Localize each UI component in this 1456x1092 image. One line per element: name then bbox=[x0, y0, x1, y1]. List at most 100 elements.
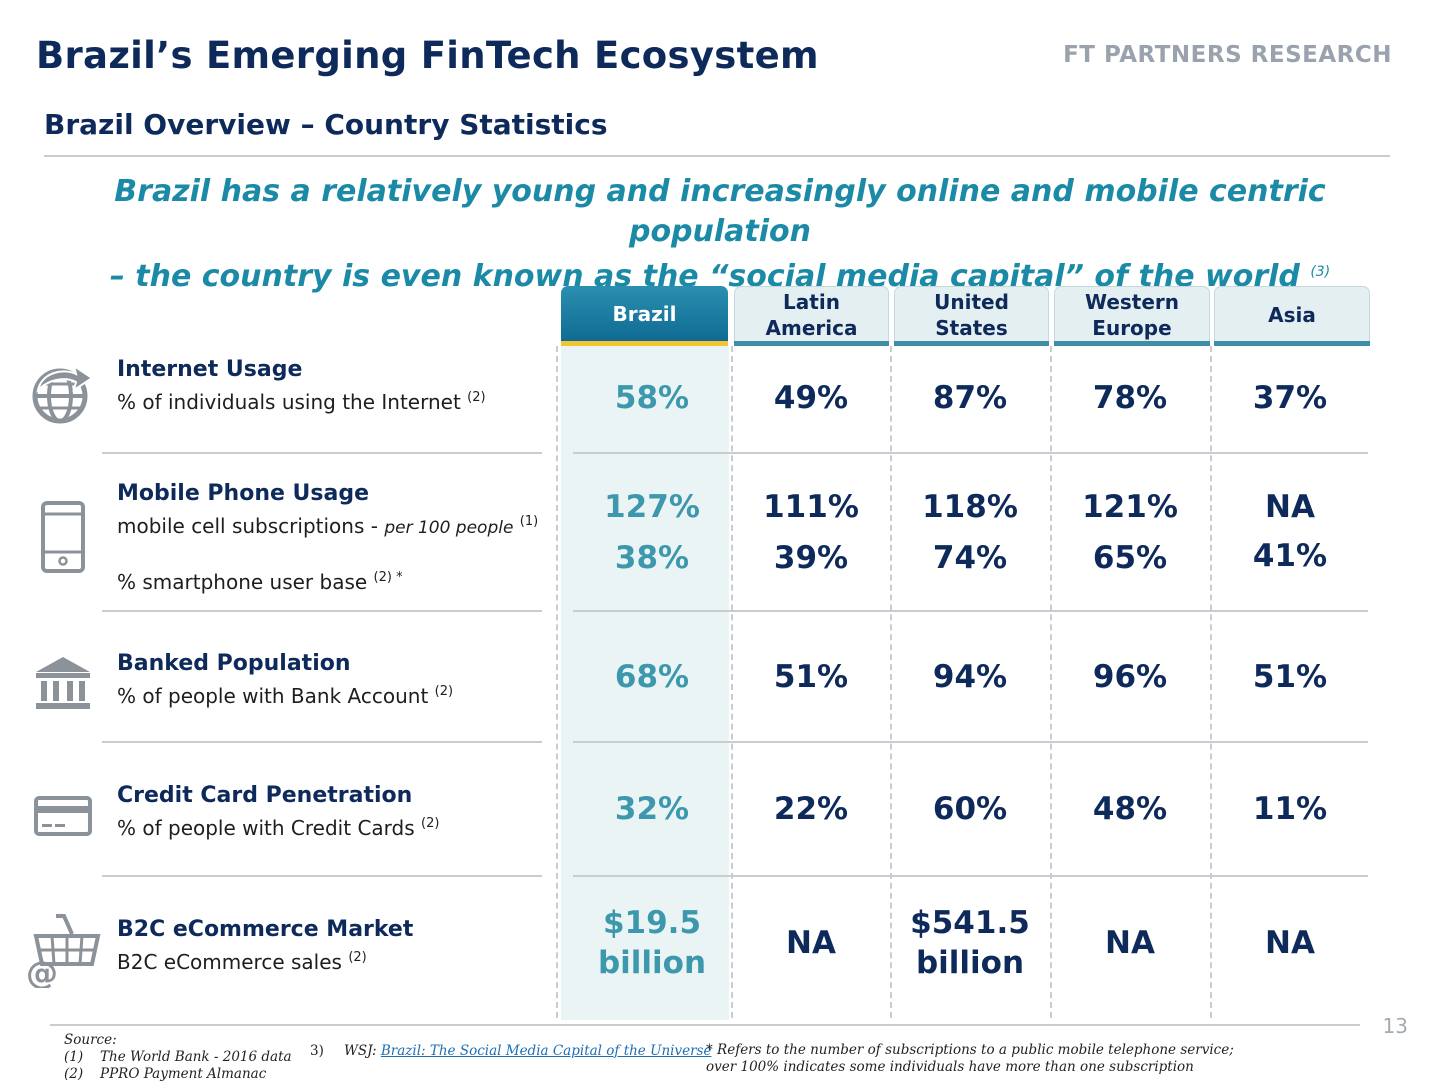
column-header-western-europe-line2: Europe bbox=[1092, 315, 1172, 340]
column-separator bbox=[556, 346, 558, 1018]
cell-ecommerce-western-europe: NA bbox=[1105, 925, 1155, 961]
source-1-text: The World Bank - 2016 data bbox=[100, 1049, 292, 1065]
cell-credit-latin-america: 22% bbox=[773, 791, 849, 827]
row-desc-mobile-subscriptions: mobile cell subscriptions - per 100 peop… bbox=[117, 508, 538, 542]
row-divider bbox=[573, 610, 1368, 612]
cell-credit-brazil: 32% bbox=[614, 791, 690, 827]
row-desc-credit: % of people with Credit Cards (2) bbox=[117, 810, 439, 842]
headline-line-1: Brazil has a relatively young and increa… bbox=[114, 174, 1326, 249]
column-header-latin-america: Latin America bbox=[734, 286, 889, 342]
cell-banked-brazil: 68% bbox=[614, 659, 690, 695]
source-3-link[interactable]: Brazil: The Social Media Capital of the … bbox=[380, 1043, 712, 1059]
footer-divider bbox=[50, 1024, 1360, 1026]
cell-ecommerce-brazil: $19.5 billion bbox=[568, 903, 736, 983]
credit-card-icon bbox=[34, 796, 92, 836]
row-ref-ecommerce: (2) bbox=[348, 950, 367, 965]
column-header-western-europe: Western Europe bbox=[1054, 286, 1210, 342]
cell-internet-latin-america: 49% bbox=[773, 380, 849, 416]
bank-building-icon bbox=[36, 657, 90, 709]
cell-internet-western-europe: 78% bbox=[1092, 380, 1168, 416]
row-title-ecommerce: B2C eCommerce Market bbox=[117, 917, 414, 942]
cell-mobile-subs-western-europe: 121% bbox=[1082, 489, 1178, 525]
column-header-brazil-label: Brazil bbox=[612, 302, 677, 326]
cell-banked-western-europe: 96% bbox=[1092, 659, 1168, 695]
column-separator bbox=[890, 346, 892, 1018]
column-header-united-states-line2: States bbox=[935, 315, 1008, 340]
row-label-mobile: Mobile Phone Usage mobile cell subscript… bbox=[117, 480, 538, 596]
row-desc-mobile-smartphone: % smartphone user base (2) * bbox=[117, 564, 538, 596]
column-underline-united-states bbox=[894, 341, 1049, 346]
source-3: 3) WSJ: Brazil: The Social Media Capital … bbox=[310, 1043, 711, 1060]
row-title-credit: Credit Card Penetration bbox=[117, 783, 413, 808]
row-desc-ecommerce-text: B2C eCommerce sales bbox=[117, 950, 342, 974]
source-1-num: (1) bbox=[64, 1049, 84, 1065]
header-divider bbox=[44, 155, 1390, 157]
cell-ecommerce-united-states-amount: $541.5 bbox=[910, 905, 1030, 941]
cell-mobile-subs-latin-america: 111% bbox=[763, 489, 859, 525]
row-desc-mobile-per-100: per 100 people bbox=[384, 518, 514, 538]
footer-sources: Source: (1) The World Bank - 2016 data (2… bbox=[64, 1032, 292, 1083]
column-header-united-states-line1: United bbox=[934, 289, 1009, 314]
column-separator bbox=[1050, 346, 1052, 1018]
row-desc-banked-text: % of people with Bank Account bbox=[117, 684, 429, 708]
column-separator bbox=[1210, 346, 1212, 1018]
cell-ecommerce-united-states: $541.5 billion bbox=[890, 903, 1050, 983]
footnote-line-1: * Refers to the number of subscriptions … bbox=[706, 1042, 1234, 1058]
mobile-phone-icon bbox=[41, 501, 85, 573]
cell-mobile-subs-asia: NA bbox=[1265, 489, 1315, 525]
row-label-credit: Credit Card Penetration % of people with… bbox=[117, 782, 439, 842]
row-title-internet: Internet Usage bbox=[117, 357, 303, 382]
cell-mobile-smartphone-latin-america: 39% bbox=[773, 540, 849, 576]
cell-ecommerce-asia: NA bbox=[1265, 925, 1315, 961]
column-header-latin-america-line2: America bbox=[765, 315, 858, 340]
column-underline-latin-america bbox=[734, 341, 889, 346]
headline: Brazil has a relatively young and increa… bbox=[40, 172, 1400, 297]
row-desc-ecommerce: B2C eCommerce sales (2) bbox=[117, 944, 413, 976]
row-desc-internet: % of individuals using the Internet (2) bbox=[117, 384, 486, 416]
column-header-asia: Asia bbox=[1214, 286, 1370, 342]
source-label: Source: bbox=[64, 1032, 117, 1048]
cell-ecommerce-latin-america: NA bbox=[786, 925, 836, 961]
row-divider bbox=[102, 452, 542, 454]
row-ref-mobile-1: (1) bbox=[519, 514, 539, 529]
source-2: (2) PPRO Payment Almanac bbox=[64, 1066, 292, 1083]
cell-credit-western-europe: 48% bbox=[1092, 791, 1168, 827]
brazil-column-highlight bbox=[561, 346, 729, 1020]
column-header-united-states: United States bbox=[894, 286, 1049, 342]
headline-ref: (3) bbox=[1310, 264, 1331, 280]
column-header-western-europe-line1: Western bbox=[1084, 289, 1180, 314]
brand-label: FT PARTNERS RESEARCH bbox=[1063, 42, 1392, 68]
row-title-banked: Banked Population bbox=[117, 651, 351, 676]
row-divider bbox=[102, 610, 542, 612]
source-3-num: 3) bbox=[310, 1043, 324, 1059]
row-ref-banked: (2) bbox=[434, 684, 454, 699]
cell-banked-united-states: 94% bbox=[932, 659, 1008, 695]
cell-ecommerce-united-states-unit: billion bbox=[915, 945, 1025, 981]
cell-mobile-smartphone-brazil: 38% bbox=[614, 540, 690, 576]
cell-mobile-smartphone-united-states: 74% bbox=[932, 540, 1008, 576]
cell-credit-asia: 11% bbox=[1252, 791, 1328, 827]
row-divider bbox=[102, 741, 542, 743]
cell-internet-asia: 37% bbox=[1252, 380, 1328, 416]
section-subtitle: Brazil Overview – Country Statistics bbox=[44, 108, 608, 141]
cell-banked-latin-america: 51% bbox=[773, 659, 849, 695]
column-underline-brazil bbox=[561, 341, 728, 346]
footnote-asterisk: * Refers to the number of subscriptions … bbox=[706, 1042, 1234, 1076]
source-2-text: PPRO Payment Almanac bbox=[100, 1066, 267, 1082]
cell-internet-brazil: 58% bbox=[614, 380, 690, 416]
cell-banked-asia: 51% bbox=[1252, 659, 1328, 695]
shopping-basket-at-icon: @ bbox=[26, 914, 101, 988]
row-divider bbox=[573, 452, 1368, 454]
svg-text:@: @ bbox=[26, 954, 58, 988]
footnote-line-2: over 100% indicates some individuals hav… bbox=[706, 1059, 1194, 1075]
row-ref-internet: (2) bbox=[467, 390, 486, 405]
cell-internet-united-states: 87% bbox=[932, 380, 1008, 416]
column-header-brazil: Brazil bbox=[561, 286, 728, 342]
cell-mobile-smartphone-western-europe: 65% bbox=[1092, 540, 1168, 576]
column-underline-asia bbox=[1214, 341, 1370, 346]
cell-mobile-subs-brazil: 127% bbox=[604, 489, 700, 525]
row-desc-mobile-smartphone-text: % smartphone user base bbox=[117, 570, 368, 594]
row-ref-credit: (2) bbox=[421, 816, 440, 831]
row-divider bbox=[102, 875, 542, 877]
column-header-asia-label: Asia bbox=[1268, 302, 1316, 327]
